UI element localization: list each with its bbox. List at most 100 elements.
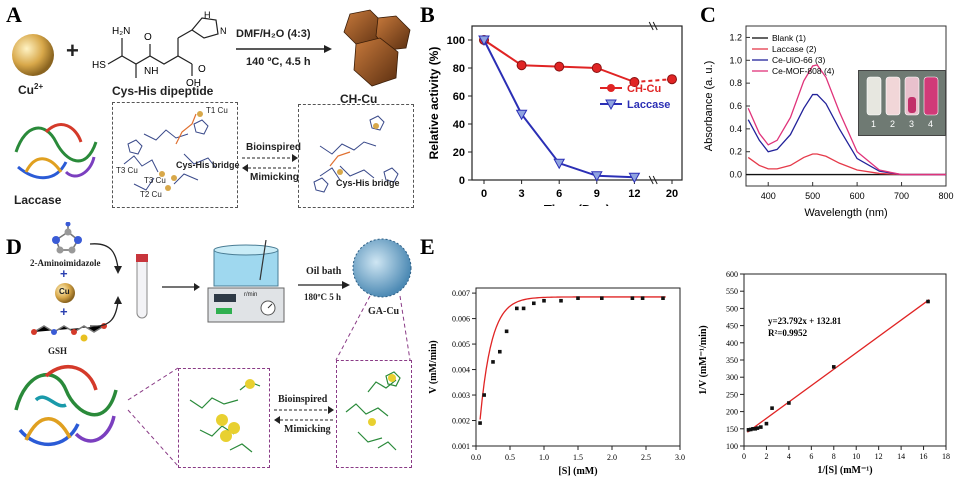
- ga-cu-active-site-box: [336, 360, 412, 468]
- panel-label-a: A: [6, 2, 22, 27]
- bioinspired-arrow-d-icon: [274, 406, 334, 414]
- x-tick-label: 1.0: [539, 453, 549, 462]
- svg-text:O: O: [144, 32, 152, 43]
- x-tick-label: 18: [942, 452, 950, 461]
- legend-label: Ce-UiO-66 (3): [772, 55, 826, 65]
- legend-marker: [607, 84, 615, 92]
- fit-curve: [479, 296, 666, 420]
- y-tick-label: 0.005: [452, 340, 470, 349]
- y-axis-label: 1/V (mM⁻¹/min): [698, 325, 709, 394]
- x-tick-label: 10: [852, 452, 860, 461]
- y-tick-label: 450: [726, 322, 738, 331]
- reaction-conditions-bottom: 140 ºC, 4.5 h: [246, 56, 311, 68]
- y-tick-label: 200: [726, 408, 738, 417]
- ch-cu-label: CH-Cu: [340, 92, 378, 106]
- data-point-ch-cu: [667, 74, 677, 85]
- y-axis-label: Absorbance (a. u.): [703, 61, 715, 152]
- panel-label-d: D: [6, 234, 22, 259]
- plot-frame: [471, 25, 683, 181]
- bioinspired-label-a: Bioinspired: [246, 142, 302, 153]
- bioinspired-label-d: Bioinspired: [278, 394, 328, 405]
- data-point-ch-cu: [591, 63, 602, 73]
- mimicking-arrow-d-icon: [274, 416, 334, 424]
- data-point: [498, 349, 502, 354]
- x-tick-label: 2: [764, 452, 768, 461]
- oil-bath-stirrer-icon: [207, 240, 285, 323]
- x-tick-label: 12: [628, 188, 640, 200]
- fit-equation: y=23.792x + 132.81: [768, 316, 842, 326]
- x-tick-label: 700: [894, 191, 909, 201]
- x-tick-label: 500: [805, 191, 820, 201]
- data-point-ch-cu: [629, 77, 640, 87]
- chart-e-lineweaver-burk: 100 150 200 250 300 350 400 450 500 550 600 0 2 4 6 8 10…: [698, 270, 950, 476]
- ch-cu-crystal-icon: [343, 9, 411, 87]
- svg-text:N: N: [220, 26, 227, 36]
- axis-break-mark: [652, 175, 658, 185]
- mix-arrows-icon: [89, 243, 122, 327]
- series-line-break: [634, 78, 673, 83]
- y-tick-label: 0.007: [452, 289, 470, 298]
- x-tick-label: 2.0: [607, 453, 617, 462]
- y-tick-label: 0.6: [729, 101, 742, 111]
- y-tick-label: 80: [453, 63, 465, 75]
- plot-frame: [475, 287, 681, 447]
- x-tick-label: 0: [481, 188, 487, 200]
- y-tick-label: 0.004: [452, 366, 470, 375]
- data-point: [576, 296, 580, 300]
- data-point: [751, 427, 755, 431]
- data-point: [504, 329, 509, 334]
- data-point-laccase: [590, 171, 603, 182]
- data-point: [532, 301, 536, 306]
- chart-c-absorbance: 0.0 0.2 0.4 0.6 0.8 1.0 1.2 400 500 600 700 800 Wave…: [703, 25, 954, 219]
- y-axis-label: Relative activity (%): [427, 47, 441, 160]
- y-tick-label: 0.003: [452, 391, 470, 400]
- t3-cu-label-b: T3 Cu: [144, 176, 166, 185]
- data-point: [521, 306, 526, 311]
- data-point-laccase: [515, 109, 528, 121]
- axis-break-mark: [648, 21, 654, 31]
- gsh-molecule-icon: [31, 323, 107, 342]
- vials-icon: [866, 76, 939, 116]
- plus-sign-d2: +: [60, 304, 68, 319]
- data-point-laccase: [478, 35, 490, 47]
- mimicking-label-d: Mimicking: [284, 424, 331, 435]
- ga-cu-label: GA-Cu: [368, 306, 400, 317]
- y-tick-label: 40: [453, 119, 465, 131]
- fit-line: [746, 299, 930, 433]
- x-tick-label: 9: [594, 188, 600, 200]
- svg-text:H: H: [204, 10, 211, 20]
- t1-cu-label: T1 Cu: [206, 106, 228, 115]
- y-tick-label: 0.8: [729, 78, 742, 88]
- legend-label: Laccase: [627, 99, 670, 111]
- y-tick-label: 150: [726, 425, 738, 434]
- x-tick-label: 16: [920, 452, 928, 461]
- data-point: [515, 306, 519, 311]
- vials-inset-photo: 1 2 3 4: [858, 70, 946, 136]
- x-tick-label: 6: [809, 452, 813, 461]
- y-tick-label: 350: [726, 356, 738, 365]
- y-tick-label: 600: [726, 270, 738, 279]
- spectrum-line: [747, 153, 946, 176]
- x-tick-label: 0.5: [505, 453, 515, 462]
- vial-label-3: 3: [909, 119, 915, 129]
- y-tick-label: 250: [726, 390, 738, 399]
- stirrer-unit-label: r/min: [244, 292, 258, 298]
- vial-label-2: 2: [890, 119, 896, 129]
- data-point: [748, 427, 753, 432]
- cu-ion-sphere-icon: [12, 34, 54, 76]
- data-point: [746, 428, 751, 432]
- x-tick-label: 0: [742, 452, 746, 461]
- legend-label: Laccase (2): [772, 44, 817, 54]
- data-point: [640, 296, 645, 300]
- x-tick-label: 3: [519, 188, 525, 200]
- y-tick-label: 400: [726, 339, 738, 348]
- x-tick-label: 12: [875, 452, 883, 461]
- panel-label-c: C: [700, 2, 716, 27]
- data-point: [661, 296, 665, 300]
- laccase-label: Laccase: [14, 193, 62, 207]
- data-point: [559, 298, 563, 303]
- y-tick-label: 0.002: [452, 417, 470, 426]
- chart-e-michaelis-menten: 0.001 0.002 0.003 0.004 0.005 0.006 0.007 0.0 0.…: [428, 287, 685, 477]
- laccase-active-site-d-structure: [189, 379, 261, 453]
